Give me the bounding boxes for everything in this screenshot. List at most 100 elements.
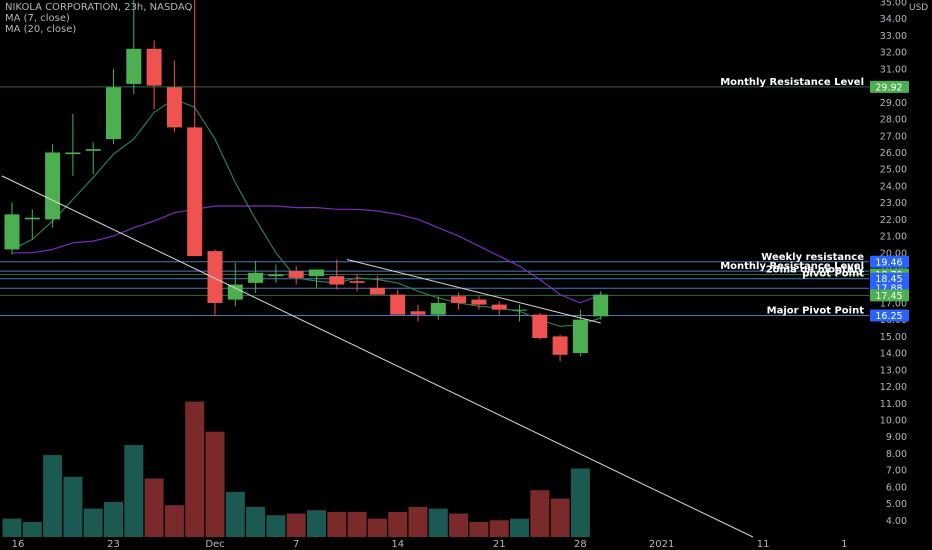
candle-body — [309, 269, 324, 277]
price-tick-label: 17.00 — [880, 298, 907, 309]
volume-bar — [570, 468, 590, 537]
candle-body — [390, 294, 406, 315]
candle-body — [471, 299, 487, 305]
price-tick-label: 22.00 — [880, 215, 907, 226]
price-tick-label: 5.00 — [886, 499, 907, 510]
level-label: 20ma on monthly — [766, 265, 865, 276]
ma20-line — [12, 205, 601, 304]
price-badge-label: 17.45 — [875, 291, 902, 302]
level-label: Major Pivot Point — [767, 305, 865, 316]
price-tick-label: 11.00 — [880, 399, 907, 410]
volume-bar — [449, 513, 469, 537]
candle-body — [106, 87, 121, 140]
currency-label: USD — [909, 3, 928, 13]
price-badge-label: 18.45 — [875, 274, 902, 285]
moving-averages — [11, 98, 601, 327]
candles — [4, 0, 609, 362]
volume-bar — [164, 505, 184, 537]
time-tick-label: 7 — [293, 539, 299, 550]
volume-bar — [388, 511, 408, 537]
candle-body — [146, 48, 162, 86]
volume-bar — [266, 515, 286, 537]
price-tick-label: 31.00 — [880, 64, 907, 75]
symbol-title[interactable]: NIKOLA CORPORATION, 23h, NASDAQ — [5, 2, 193, 13]
price-badge — [870, 255, 909, 268]
candle-body — [288, 271, 304, 278]
price-tick-label: 21.00 — [880, 232, 907, 243]
volume-bar — [408, 506, 428, 537]
volume-bar — [124, 445, 144, 537]
candle-body — [24, 217, 40, 220]
ma20-legend[interactable]: MA (20, close) — [5, 24, 77, 35]
volume-bar — [530, 490, 550, 537]
price-tick-label: 32.00 — [880, 48, 907, 59]
volume-bar — [510, 518, 529, 537]
candle-body — [268, 274, 284, 277]
candle-body — [552, 336, 568, 355]
candle-body — [430, 302, 446, 315]
time-axis[interactable]: 16 23 Dec 7 14 21 28 2021 11 1 — [12, 539, 848, 550]
price-tick-label: 13.00 — [880, 365, 907, 376]
trendlines — [1, 175, 754, 538]
level-label: Monthly Resistance Level — [720, 77, 864, 88]
volume-bar — [550, 498, 570, 537]
candle-body — [369, 287, 385, 295]
candle-body — [593, 294, 609, 317]
candle-body — [329, 276, 345, 285]
price-tick-label: 10.00 — [880, 415, 907, 426]
volume-bar — [2, 518, 22, 537]
chart-legend: NIKOLA CORPORATION, 23h, NASDAQ MA (7, c… — [5, 2, 192, 35]
volume-bar — [428, 508, 448, 537]
price-tick-label: 34.00 — [880, 14, 907, 25]
trendline — [346, 258, 601, 324]
volume-bar — [185, 401, 205, 537]
price-badge — [870, 80, 909, 93]
price-tick-label: 15.00 — [880, 332, 907, 343]
candle-body — [491, 304, 507, 310]
price-tick-label: 25.00 — [880, 165, 907, 176]
price-badge-label: 17.88 — [875, 284, 902, 295]
volume-bar — [489, 520, 509, 537]
price-tick-label: 4.00 — [886, 516, 907, 527]
volume-bar — [43, 455, 63, 537]
candle-body — [451, 296, 467, 303]
price-tick-label: 7.00 — [886, 466, 907, 477]
time-tick-label: 14 — [391, 539, 404, 550]
price-tick-label: 29.00 — [880, 98, 907, 109]
candle-body — [349, 281, 365, 283]
candle-body — [207, 251, 223, 303]
price-tick-label: 33.00 — [880, 31, 907, 42]
candle-body — [126, 48, 142, 84]
time-tick-label: 16 — [12, 539, 25, 550]
volume-bar — [144, 478, 164, 537]
ma7-line — [11, 98, 601, 327]
candle-body — [512, 309, 527, 311]
volume-bar — [225, 491, 245, 537]
level-lines — [0, 86, 869, 316]
price-tick-label: 27.00 — [880, 131, 907, 142]
time-tick-label: 2021 — [649, 539, 674, 550]
volume-bar — [307, 510, 326, 537]
price-tick-label: 23.00 — [880, 198, 907, 209]
volume-bar — [367, 518, 387, 537]
volume-bar — [286, 513, 306, 537]
price-badge-label: 19.46 — [875, 257, 902, 268]
candle-body — [227, 284, 243, 300]
volume-bar — [83, 508, 103, 537]
volume-bar — [205, 431, 225, 537]
price-tick-label: 28.00 — [880, 115, 907, 126]
ma7-legend[interactable]: MA (7, close) — [5, 13, 70, 24]
price-badge — [870, 272, 909, 285]
candle-body — [248, 272, 264, 283]
level-label: pivot Point — [802, 269, 864, 280]
trendline — [1, 175, 754, 538]
time-tick-label: 21 — [493, 539, 506, 550]
level-label: Monthly Resistance Level — [720, 261, 864, 272]
candle-body — [166, 87, 182, 128]
price-tick-label: 12.00 — [880, 382, 907, 393]
price-badge — [870, 289, 909, 302]
candle-body — [85, 149, 101, 151]
candle-body — [572, 319, 588, 354]
